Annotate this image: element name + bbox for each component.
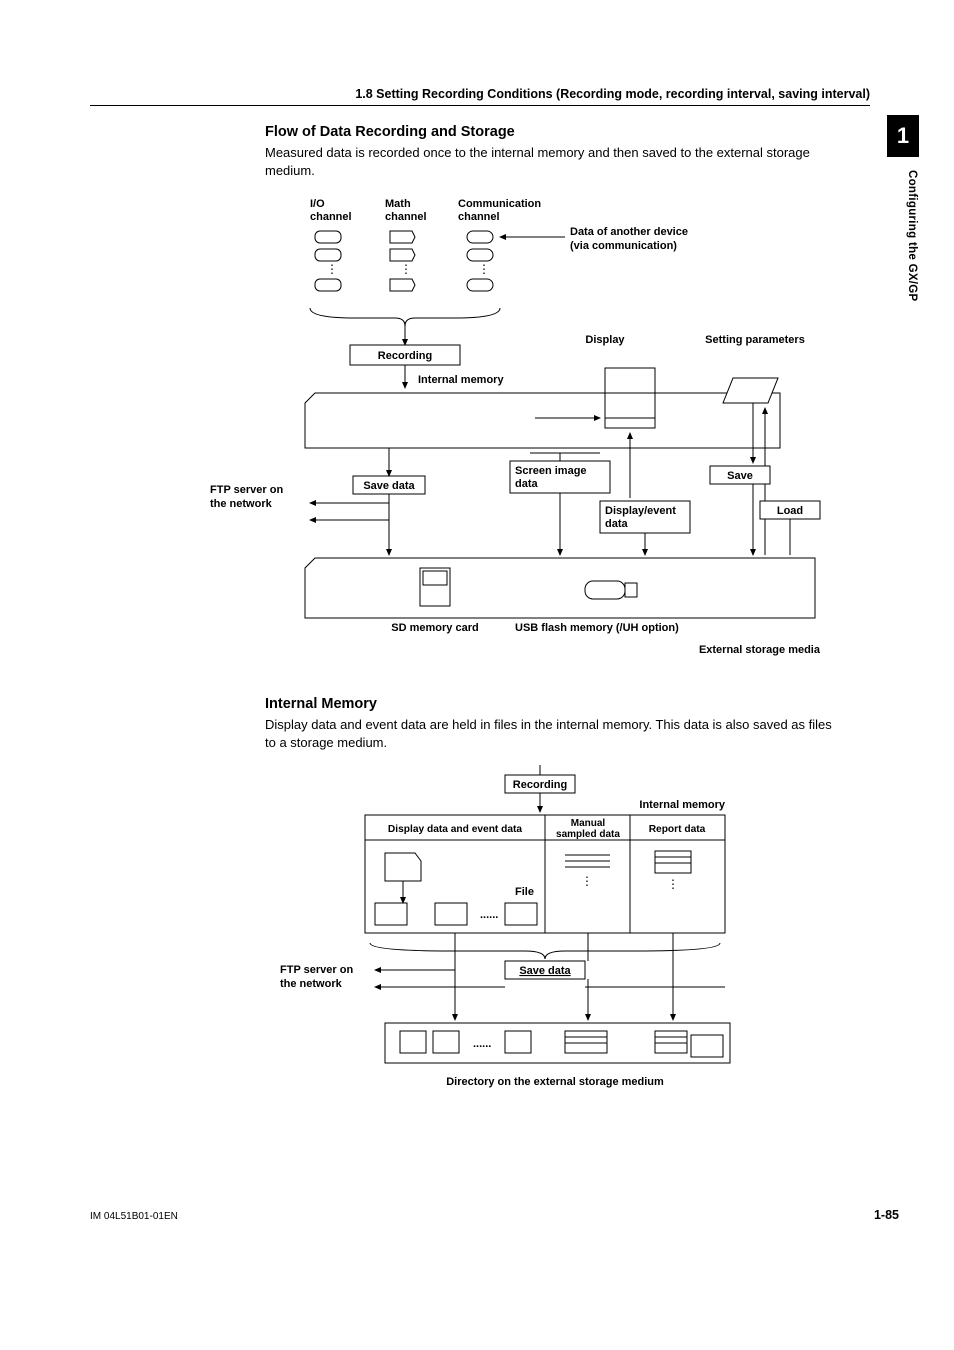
svg-text:Math: Math bbox=[385, 198, 411, 210]
section2-title: Internal Memory bbox=[265, 696, 845, 712]
svg-text:Internal memory: Internal memory bbox=[418, 374, 504, 386]
svg-text:Internal memory: Internal memory bbox=[639, 799, 725, 811]
svg-text:channel: channel bbox=[310, 211, 352, 223]
svg-text:FTP server on: FTP server on bbox=[280, 964, 353, 976]
svg-text:data: data bbox=[605, 518, 629, 530]
svg-text:......: ...... bbox=[480, 909, 498, 921]
svg-text:Display/event: Display/event bbox=[605, 505, 676, 517]
svg-text:......: ...... bbox=[473, 1038, 491, 1050]
page-header: 1.8 Setting Recording Conditions (Record… bbox=[90, 85, 870, 106]
svg-text:Report data: Report data bbox=[649, 824, 706, 835]
svg-text:Recording: Recording bbox=[513, 779, 567, 791]
svg-text:USB flash memory (/UH option): USB flash memory (/UH option) bbox=[515, 622, 679, 634]
svg-text:Save: Save bbox=[727, 470, 753, 482]
diagram-flow: I/O channel Math channel Communication c… bbox=[205, 193, 845, 678]
svg-text:data: data bbox=[515, 478, 539, 490]
svg-text:⋮: ⋮ bbox=[667, 877, 679, 891]
svg-text:channel: channel bbox=[385, 211, 427, 223]
section1-title: Flow of Data Recording and Storage bbox=[265, 124, 845, 140]
svg-text:Data of another device: Data of another device bbox=[570, 226, 688, 238]
footer-left: IM 04L51B01-01EN bbox=[90, 1211, 178, 1222]
svg-text:Save data: Save data bbox=[363, 480, 415, 492]
svg-text:Manual: Manual bbox=[571, 818, 606, 829]
svg-text:I/O: I/O bbox=[310, 198, 325, 210]
svg-text:the network: the network bbox=[210, 498, 273, 510]
svg-text:Directory on the external stor: Directory on the external storage medium bbox=[446, 1076, 664, 1088]
footer-right: 1-85 bbox=[874, 1208, 899, 1222]
svg-text:Display data and event data: Display data and event data bbox=[388, 824, 523, 835]
chapter-tab: 1 bbox=[887, 115, 919, 157]
svg-text:sampled data: sampled data bbox=[556, 829, 620, 840]
svg-text:SD memory card: SD memory card bbox=[391, 622, 478, 634]
svg-text:FTP server on: FTP server on bbox=[210, 484, 283, 496]
svg-text:External storage media: External storage media bbox=[699, 644, 821, 656]
svg-text:⋮: ⋮ bbox=[326, 262, 338, 276]
svg-text:⋮: ⋮ bbox=[581, 874, 593, 888]
diagram-internal-memory: Recording Internal memory Display data a… bbox=[205, 765, 845, 1110]
page-content: 1.8 Setting Recording Conditions (Record… bbox=[90, 85, 870, 1110]
svg-text:Communication: Communication bbox=[458, 198, 541, 210]
label-recording: Recording bbox=[378, 350, 432, 362]
svg-text:Setting parameters: Setting parameters bbox=[705, 334, 805, 346]
svg-text:(via communication): (via communication) bbox=[570, 240, 677, 252]
svg-text:Load: Load bbox=[777, 505, 803, 517]
section1-body: Measured data is recorded once to the in… bbox=[265, 144, 845, 179]
svg-text:Save data: Save data bbox=[519, 965, 571, 977]
svg-text:⋮: ⋮ bbox=[400, 262, 412, 276]
svg-text:⋮: ⋮ bbox=[478, 262, 490, 276]
svg-text:channel: channel bbox=[458, 211, 500, 223]
svg-text:the network: the network bbox=[280, 978, 343, 990]
svg-text:Screen image: Screen image bbox=[515, 465, 587, 477]
section2-body: Display data and event data are held in … bbox=[265, 716, 845, 751]
header-text: 1.8 Setting Recording Conditions (Record… bbox=[355, 87, 870, 101]
side-caption: Configuring the GX/GP bbox=[906, 170, 918, 302]
svg-text:Display: Display bbox=[585, 334, 625, 346]
svg-text:File: File bbox=[515, 886, 534, 898]
